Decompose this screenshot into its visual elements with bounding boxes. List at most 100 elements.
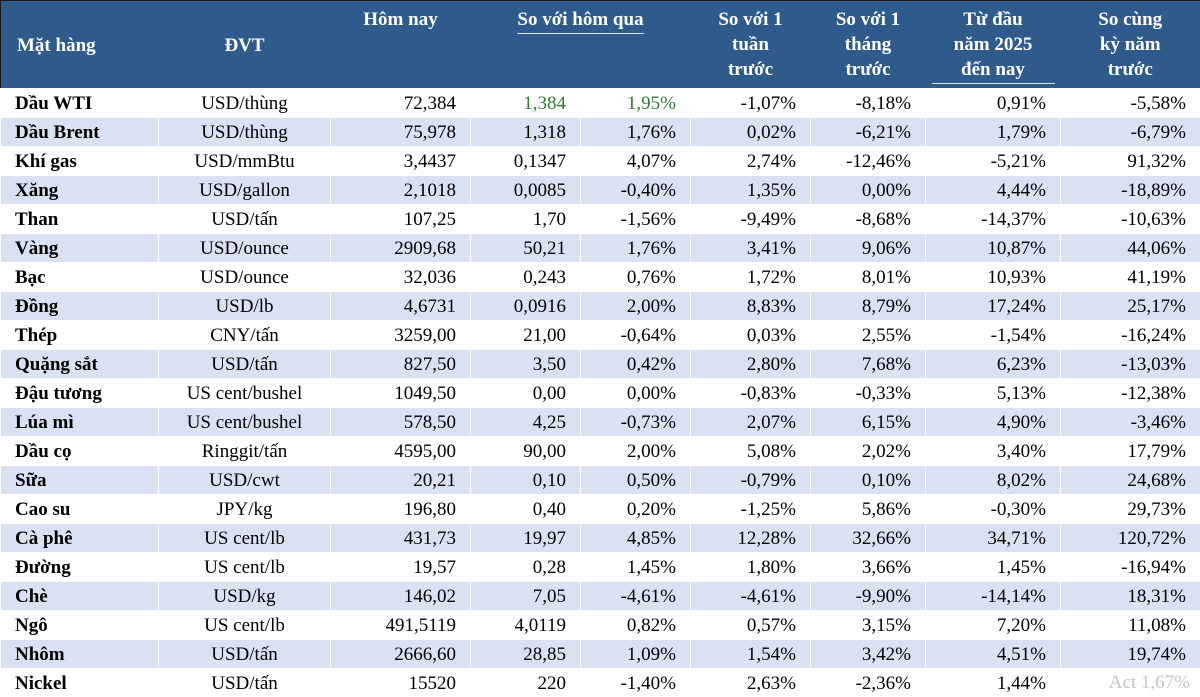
- cell-commodity: Vàng: [0, 233, 159, 264]
- cell-yoy-pct: 11,08%: [1060, 610, 1200, 641]
- cell-commodity: Nickel: [0, 668, 159, 697]
- cell-commodity: Lúa mì: [0, 407, 159, 438]
- cell-yoy-pct: 18,31%: [1060, 581, 1200, 612]
- cell-today-price: 20,21: [330, 465, 471, 496]
- cell-commodity: Chè: [0, 581, 159, 612]
- cell-yoy-pct: -3,46%: [1060, 407, 1200, 438]
- cell-unit: USD/lb: [158, 291, 331, 322]
- cell-ytd-pct: -14,14%: [925, 581, 1061, 612]
- cell-yoy-pct: -16,94%: [1060, 552, 1200, 583]
- cell-yoy-pct: -6,79%: [1060, 117, 1200, 148]
- cell-yoy-pct: 91,32%: [1060, 146, 1200, 177]
- cell-month-pct: 6,15%: [810, 407, 926, 438]
- header-line: trước: [845, 59, 891, 81]
- cell-yoy-pct: -12,38%: [1060, 378, 1200, 409]
- cell-yoy-pct: 25,17%: [1060, 291, 1200, 322]
- cell-month-pct: 5,86%: [810, 494, 926, 525]
- cell-change-abs: 4,25: [470, 407, 581, 438]
- header-today: Hôm nay: [330, 0, 471, 89]
- table-row: Khí gas USD/mmBtu 3,4437 0,1347 4,07% 2,…: [0, 146, 1200, 177]
- cell-week-pct: -1,25%: [690, 494, 811, 525]
- cell-ytd-pct: -0,30%: [925, 494, 1061, 525]
- cell-unit: USD/ounce: [158, 262, 331, 293]
- table-row: Chè USD/kg 146,02 7,05 -4,61% -4,61% -9,…: [0, 581, 1200, 612]
- cell-change-pct: 1,45%: [580, 552, 691, 583]
- table-row: Dầu cọ Ringgit/tấn 4595,00 90,00 2,00% 5…: [0, 436, 1200, 467]
- cell-change-abs: 1,70: [470, 204, 581, 235]
- cell-today-price: 107,25: [330, 204, 471, 235]
- cell-yoy-pct: 19,74%: [1060, 639, 1200, 670]
- cell-change-abs: 28,85: [470, 639, 581, 670]
- cell-ytd-pct: 4,51%: [925, 639, 1061, 670]
- cell-commodity: Thép: [0, 320, 159, 351]
- cell-yoy-pct: -13,03%: [1060, 349, 1200, 380]
- cell-today-price: 2666,60: [330, 639, 471, 670]
- cell-commodity: Đồng: [0, 291, 159, 322]
- cell-today-price: 19,57: [330, 552, 471, 583]
- cell-commodity: Dầu cọ: [0, 436, 159, 467]
- cell-change-abs: 7,05: [470, 581, 581, 612]
- table-row: Xăng USD/gallon 2,1018 0,0085 -0,40% 1,3…: [0, 175, 1200, 206]
- cell-month-pct: 8,79%: [810, 291, 926, 322]
- header-line: So với 1: [835, 9, 901, 30]
- cell-month-pct: 7,68%: [810, 349, 926, 380]
- cell-week-pct: 1,54%: [690, 639, 811, 670]
- cell-change-pct: 0,76%: [580, 262, 691, 293]
- cell-change-abs: 21,00: [470, 320, 581, 351]
- cell-change-pct: 0,50%: [580, 465, 691, 496]
- cell-change-abs: 3,50: [470, 349, 581, 380]
- cell-change-abs: 0,00: [470, 378, 581, 409]
- cell-change-pct: 1,76%: [580, 233, 691, 264]
- cell-today-price: 75,978: [330, 117, 471, 148]
- cell-ytd-pct: 10,87%: [925, 233, 1061, 264]
- cell-change-abs: 0,0085: [470, 175, 581, 206]
- cell-ytd-pct: 1,79%: [925, 117, 1061, 148]
- table-row: Thép CNY/tấn 3259,00 21,00 -0,64% 0,03% …: [0, 320, 1200, 351]
- table-row: Quặng sắt USD/tấn 827,50 3,50 0,42% 2,80…: [0, 349, 1200, 380]
- cell-yoy-pct: 24,68%: [1060, 465, 1200, 496]
- cell-yoy-pct: 44,06%: [1060, 233, 1200, 264]
- cell-unit: US cent/lb: [158, 552, 331, 583]
- cell-today-price: 4595,00: [330, 436, 471, 467]
- cell-unit: USD/tấn: [158, 349, 331, 380]
- cell-week-pct: 0,02%: [690, 117, 811, 148]
- cell-ytd-pct: 4,90%: [925, 407, 1061, 438]
- cell-today-price: 196,80: [330, 494, 471, 525]
- cell-month-pct: 3,66%: [810, 552, 926, 583]
- cell-commodity: Bạc: [0, 262, 159, 293]
- cell-change-abs: 0,28: [470, 552, 581, 583]
- cell-month-pct: 9,06%: [810, 233, 926, 264]
- cell-unit: USD/gallon: [158, 175, 331, 206]
- cell-change-abs: 90,00: [470, 436, 581, 467]
- cell-change-abs: 4,0119: [470, 610, 581, 641]
- cell-commodity: Đường: [0, 552, 159, 583]
- cell-month-pct: 3,15%: [810, 610, 926, 641]
- cell-week-pct: 8,83%: [690, 291, 811, 322]
- cell-ytd-pct: 1,45%: [925, 552, 1061, 583]
- cell-unit: USD/tấn: [158, 204, 331, 235]
- table-row: Dầu WTI USD/thùng 72,384 1,384 1,95% -1,…: [0, 88, 1200, 119]
- table-row: Than USD/tấn 107,25 1,70 -1,56% -9,49% -…: [0, 204, 1200, 235]
- cell-month-pct: -0,33%: [810, 378, 926, 409]
- cell-today-price: 827,50: [330, 349, 471, 380]
- header-unit: ĐVT: [158, 0, 331, 89]
- table-row: Cao su JPY/kg 196,80 0,40 0,20% -1,25% 5…: [0, 494, 1200, 525]
- header-vs-yesterday: So với hôm qua: [470, 0, 691, 89]
- cell-month-pct: 2,02%: [810, 436, 926, 467]
- header-yoy: So cùng kỳ năm trước: [1060, 0, 1200, 89]
- cell-week-pct: 2,80%: [690, 349, 811, 380]
- header-vs-yesterday-label: So với hôm qua: [517, 7, 644, 35]
- cell-commodity: Dầu Brent: [0, 117, 159, 148]
- cell-yoy-pct: 120,72%: [1060, 523, 1200, 554]
- cell-yoy-pct: 41,19%: [1060, 262, 1200, 293]
- cell-unit: CNY/tấn: [158, 320, 331, 351]
- cell-week-pct: 0,03%: [690, 320, 811, 351]
- table-row: Ngô US cent/lb 491,5119 4,0119 0,82% 0,5…: [0, 610, 1200, 641]
- cell-ytd-pct: 8,02%: [925, 465, 1061, 496]
- table-row: Vàng USD/ounce 2909,68 50,21 1,76% 3,41%…: [0, 233, 1200, 264]
- header-vs-week: So với 1 tuần trước: [690, 0, 811, 89]
- cell-unit: USD/kg: [158, 581, 331, 612]
- cell-today-price: 1049,50: [330, 378, 471, 409]
